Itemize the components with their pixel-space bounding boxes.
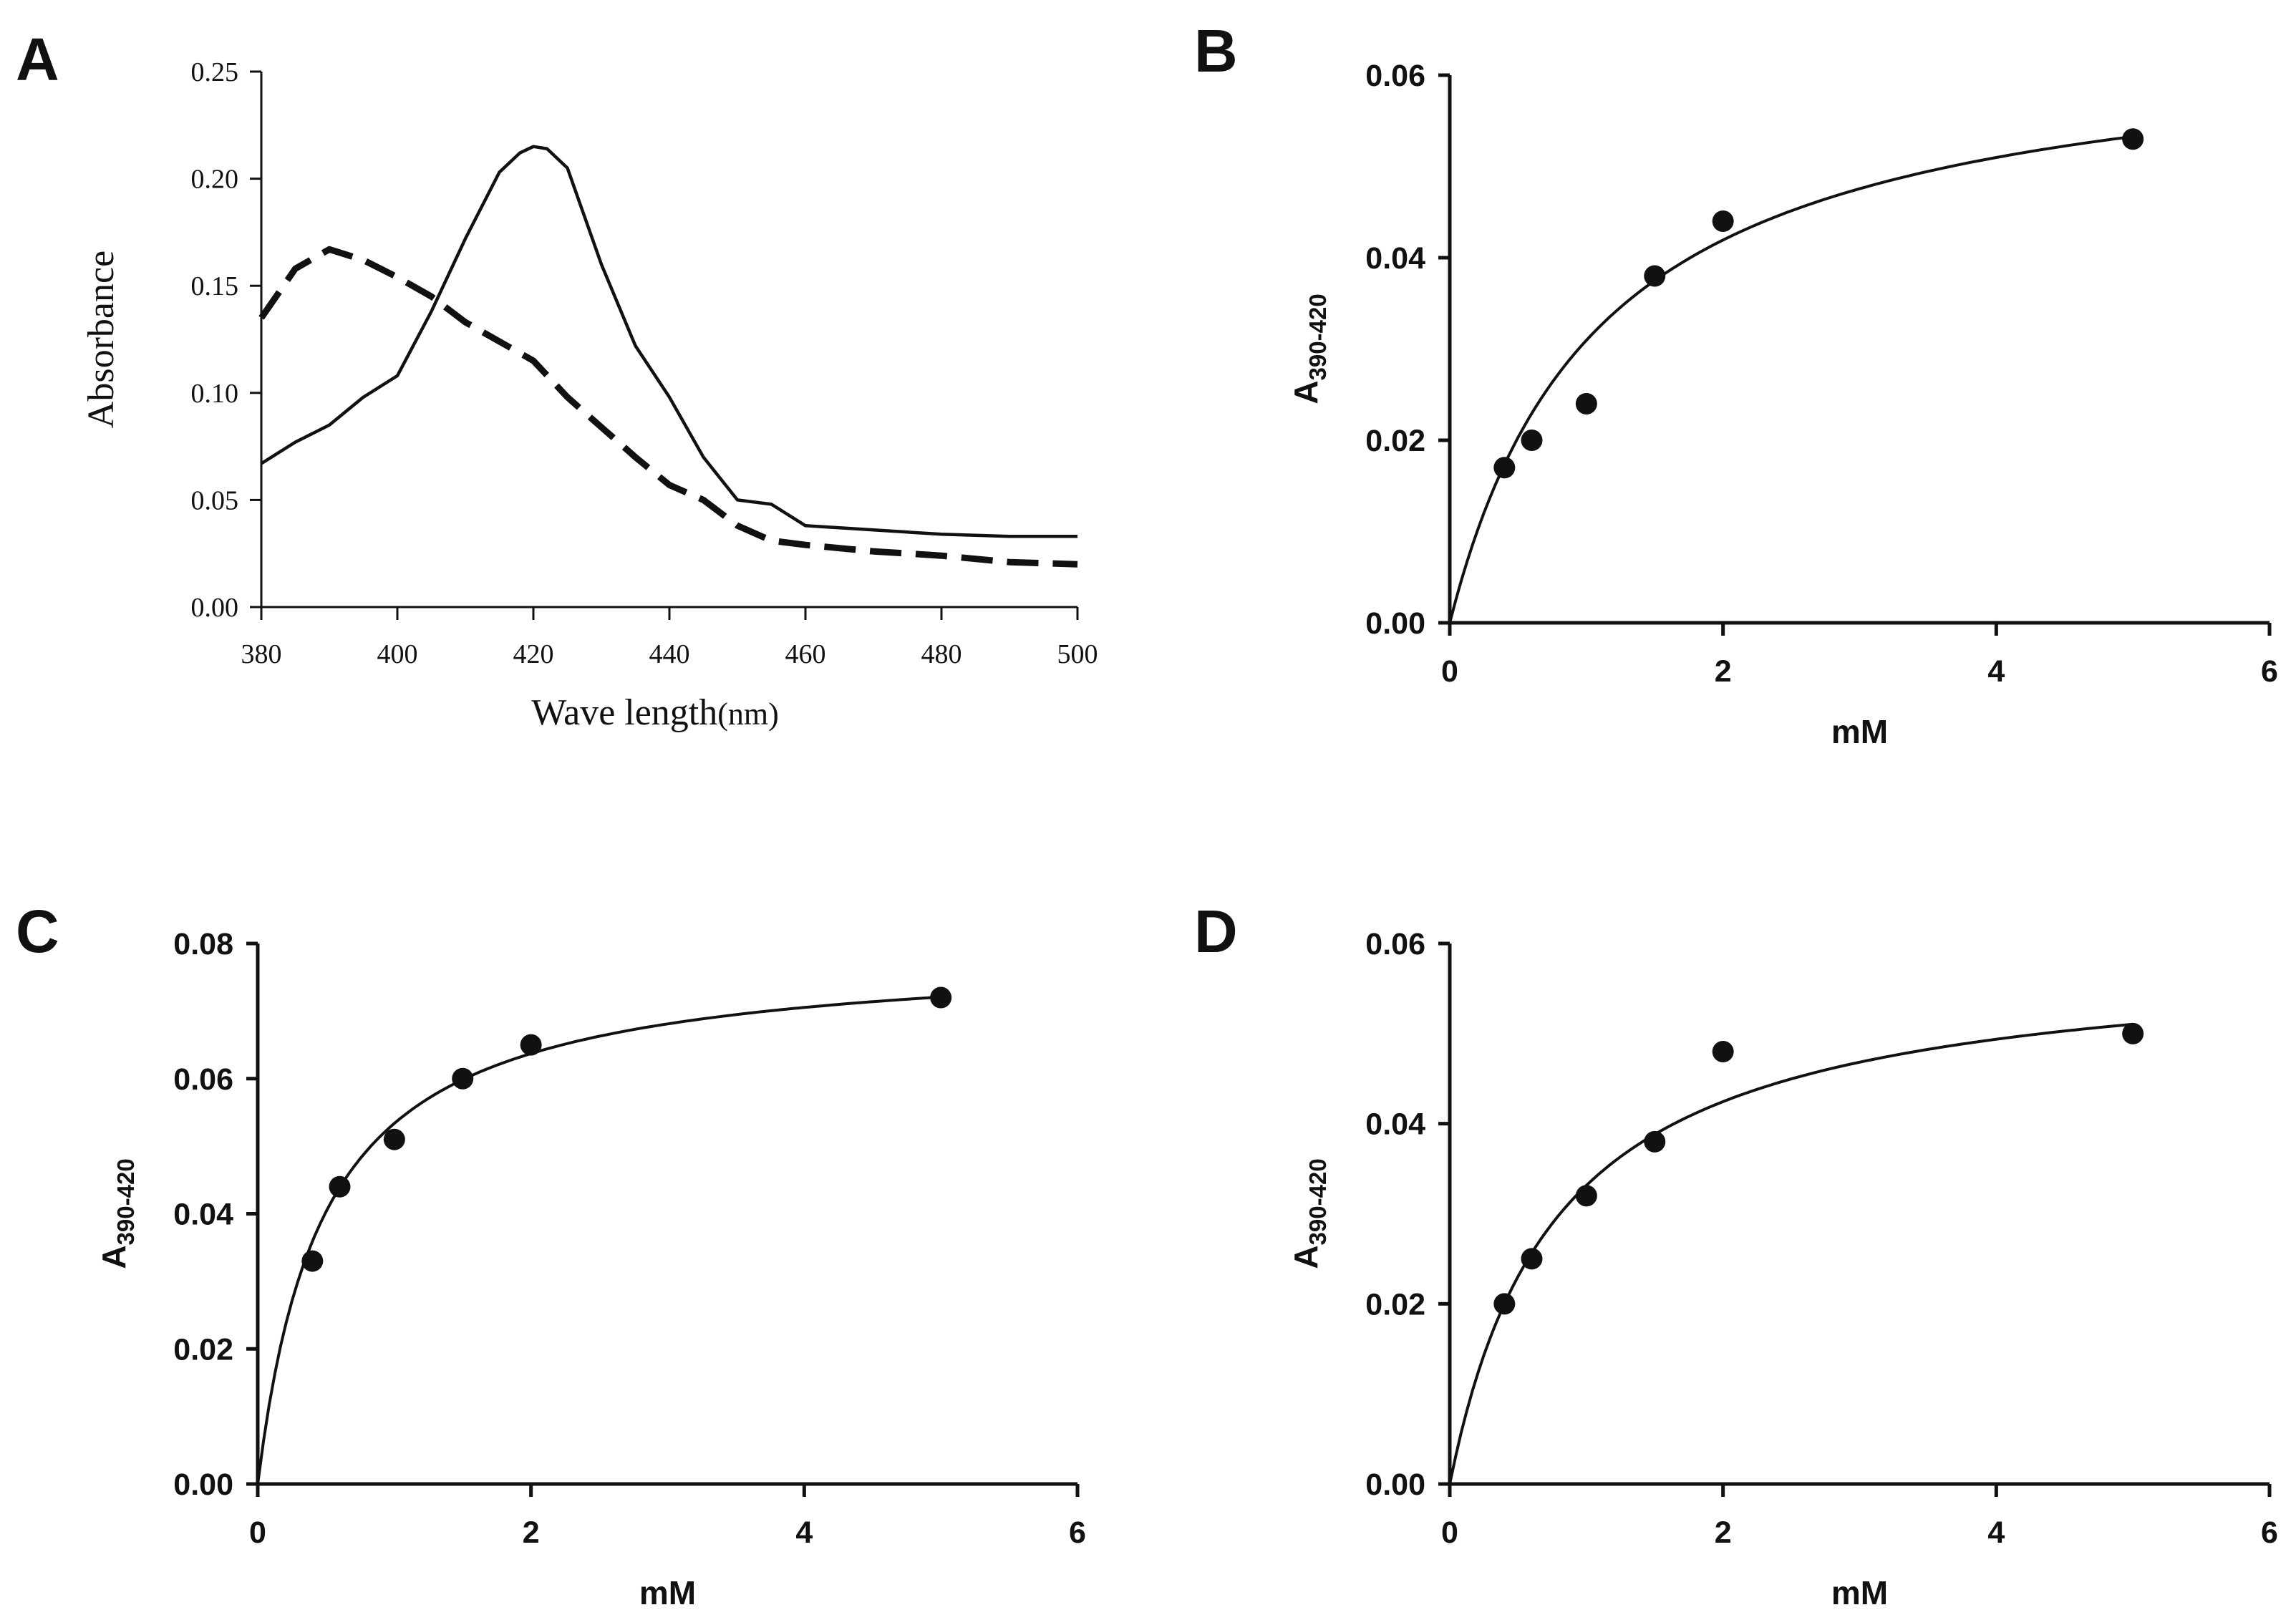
y-tick-label: 0.08 [173, 927, 233, 961]
x-tick-label: 6 [1069, 1515, 1086, 1550]
x-tick-label: 4 [1987, 654, 2005, 689]
y-tick-label: 0.02 [173, 1332, 233, 1367]
x-tick-label: 460 [785, 639, 826, 669]
y-tick-label: 0.25 [191, 57, 239, 87]
y-tick-label: 0.06 [173, 1062, 233, 1097]
y-axis-label: A390-420 [1287, 1158, 1331, 1269]
y-tick-label: 0.10 [191, 379, 239, 409]
y-axis-label-subscript: 390-420 [1304, 294, 1331, 380]
fit-curve [1448, 1022, 2133, 1485]
x-tick-label: 4 [1987, 1515, 2005, 1550]
y-tick-label: 0.00 [1365, 606, 1425, 641]
y-axis-label-main: A [1287, 380, 1324, 404]
y-axis-label-subscript: 390-420 [112, 1158, 139, 1245]
y-tick-label: 0.00 [1365, 1468, 1425, 1502]
fit-curve [256, 995, 941, 1485]
fit-curve [1448, 135, 2133, 624]
x-axis-label: mM [1831, 713, 1888, 750]
y-tick-label: 0.04 [1365, 241, 1425, 276]
data-point [1493, 457, 1516, 479]
chart-panel-b: B 0.00 0.02 0.04 0.06 0 2 4 6 mM A390-420 [1194, 17, 2278, 750]
x-tick-label: 0 [1441, 654, 1458, 689]
data-point [1521, 1248, 1543, 1270]
x-tick-label: 380 [241, 639, 282, 669]
x-tick-label: 0 [1441, 1515, 1458, 1550]
data-point [329, 1175, 351, 1198]
data-point [383, 1128, 405, 1150]
data-point [2122, 1022, 2144, 1044]
x-tick-label: 400 [377, 639, 418, 669]
y-tick-label: 0.20 [191, 165, 239, 195]
y-axis-label: Absorbance [81, 251, 122, 428]
y-tick-label: 0.04 [1365, 1107, 1425, 1142]
y-tick-label: 0.00 [173, 1468, 233, 1502]
chart-panel-a: A 0.00 0.05 0.10 0.15 0.20 0.25 380 400 420 440 460… [16, 26, 1098, 733]
y-tick-label: 0.04 [173, 1198, 233, 1232]
series-line-solid [260, 145, 1077, 538]
y-tick-label: 0.02 [1365, 424, 1425, 458]
data-point [1521, 430, 1543, 451]
y-tick-label: 0.15 [191, 271, 239, 301]
x-tick-label: 480 [921, 639, 962, 669]
y-tick-label: 0.06 [1365, 59, 1425, 93]
x-axis-label: mM [639, 1574, 696, 1611]
y-axis-label-main: A [1287, 1245, 1324, 1269]
data-point [2122, 128, 2144, 150]
y-axis-label-main: A [95, 1245, 132, 1269]
data-point [930, 986, 952, 1009]
data-point [1712, 210, 1734, 232]
series-line-dashed [258, 246, 1078, 568]
data-point [1493, 1293, 1516, 1315]
x-tick-label: 0 [249, 1515, 266, 1550]
panel-letter: B [1194, 17, 1238, 84]
panel-letter: D [1194, 898, 1238, 965]
x-axis-label: mM [1831, 1574, 1888, 1611]
y-axis-label: A390-420 [1287, 294, 1331, 404]
x-tick-label: 6 [2261, 1515, 2278, 1550]
x-tick-label: 4 [795, 1515, 813, 1550]
data-point [1575, 393, 1597, 414]
data-point [1644, 1130, 1666, 1153]
x-axis-label: Wave length(nm) [531, 692, 779, 733]
x-tick-label: 420 [513, 639, 554, 669]
y-tick-label: 0.00 [191, 593, 239, 623]
data-point [1575, 1185, 1597, 1207]
x-axis-label-unit: (nm) [717, 697, 779, 732]
x-tick-label: 2 [523, 1515, 540, 1550]
panel-letter: C [16, 898, 59, 965]
y-axis-label-subscript: 390-420 [1304, 1158, 1331, 1245]
panel-letter: A [16, 26, 59, 93]
x-tick-label: 2 [1715, 654, 1732, 689]
data-point [1644, 265, 1666, 287]
x-tick-label: 2 [1715, 1515, 1732, 1550]
x-tick-label: 440 [649, 639, 690, 669]
data-point [520, 1034, 542, 1056]
y-axis-label: A390-420 [95, 1158, 139, 1269]
x-tick-label: 500 [1057, 639, 1098, 669]
y-tick-label: 0.06 [1365, 927, 1425, 961]
x-axis-label-main: Wave length [531, 692, 717, 733]
data-point [1712, 1041, 1734, 1062]
data-point [452, 1067, 474, 1090]
chart-panel-d: D 0.00 0.02 0.04 0.06 0 2 4 6 mM A390-420 [1194, 898, 2278, 1611]
x-tick-label: 6 [2261, 654, 2278, 689]
data-point [301, 1250, 324, 1272]
chart-panel-c: C 0.00 0.02 0.04 0.06 0.08 0 2 4 6 mM A390-420 [16, 898, 1086, 1611]
y-tick-label: 0.02 [1365, 1287, 1425, 1321]
y-tick-label: 0.05 [191, 485, 239, 515]
